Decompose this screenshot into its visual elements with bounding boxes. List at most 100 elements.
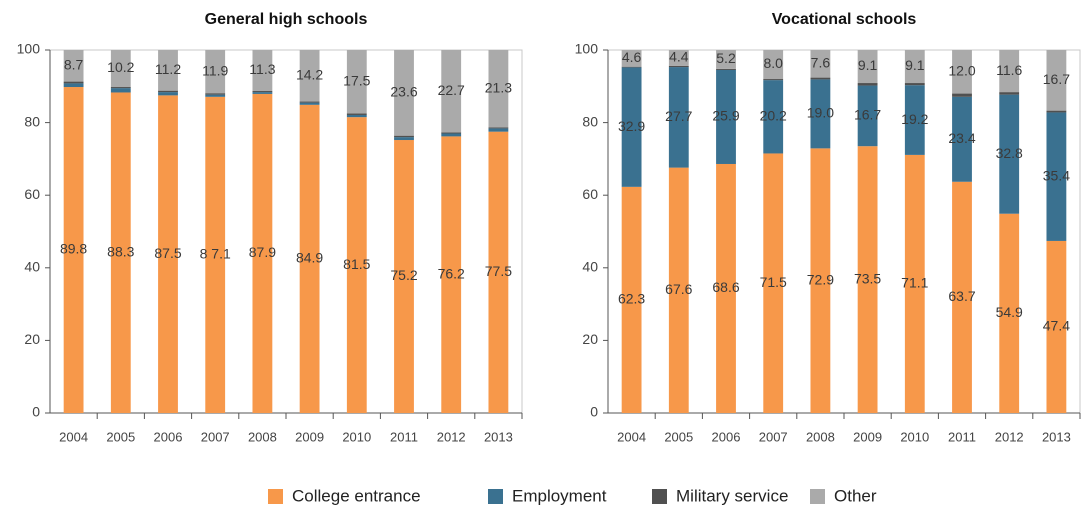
bar-segment — [952, 181, 972, 413]
legend-swatch — [268, 489, 283, 504]
y-tick-label: 40 — [24, 259, 40, 275]
value-label: 72.9 — [807, 271, 834, 287]
x-tick-label: 2004 — [617, 429, 646, 444]
value-label: 32.8 — [996, 145, 1023, 161]
bar-segment — [252, 50, 273, 92]
bar-segment — [158, 95, 178, 413]
y-tick-label: 60 — [582, 186, 598, 202]
bar-segment — [999, 213, 1020, 413]
value-label: 77.5 — [485, 263, 512, 279]
bar-segment — [205, 93, 226, 95]
x-tick-label: 2012 — [995, 429, 1024, 444]
bar-segment — [488, 131, 509, 414]
value-label: 89.8 — [60, 241, 87, 257]
x-tick-label: 2013 — [1042, 429, 1071, 444]
bar-segment — [346, 50, 367, 114]
value-label: 17.5 — [343, 72, 370, 88]
bar-segment — [488, 50, 509, 128]
bar-segment — [488, 128, 509, 132]
bar-segment — [441, 133, 462, 137]
y-tick-label: 60 — [24, 186, 40, 202]
value-label: 19.2 — [901, 111, 928, 127]
value-label: 11.3 — [249, 61, 275, 77]
bar-segment — [110, 88, 131, 93]
value-label: 68.6 — [712, 279, 739, 295]
bar-segment — [63, 81, 84, 84]
x-tick-label: 2011 — [390, 429, 418, 444]
bar-segment — [488, 127, 509, 129]
value-label: 21.3 — [485, 79, 512, 95]
chart-title: Vocational schools — [772, 11, 917, 28]
x-tick-label: 2007 — [201, 429, 230, 444]
bar-segment — [716, 69, 736, 164]
bar-segment — [999, 94, 1020, 214]
y-tick-label: 0 — [590, 404, 598, 420]
bar-segment — [668, 167, 689, 413]
bar-segment — [63, 50, 84, 82]
bar-segment — [252, 91, 273, 93]
value-label: 9.1 — [858, 57, 878, 73]
bar-segment — [441, 132, 462, 134]
value-label: 4.6 — [622, 49, 642, 65]
value-label: 67.6 — [665, 281, 692, 297]
x-tick-label: 2011 — [948, 429, 976, 444]
bar-segment — [904, 85, 925, 155]
legend-label: Military service — [676, 486, 788, 505]
value-label: 47.4 — [1043, 318, 1070, 334]
value-label: 14.2 — [296, 66, 323, 82]
legend-label: Other — [834, 486, 877, 505]
bar-segment — [299, 101, 320, 103]
bar-segment — [1046, 112, 1067, 241]
bar-segment — [904, 83, 925, 86]
bar-segment — [252, 93, 273, 413]
bar-segment — [716, 163, 736, 413]
bar-segment — [668, 67, 689, 168]
bar-segment — [441, 136, 462, 414]
bar-segment — [63, 87, 84, 413]
x-tick-label: 2004 — [59, 429, 88, 444]
bar-segment — [810, 79, 831, 149]
bar-segment — [299, 50, 320, 102]
legend-label: Employment — [512, 486, 607, 505]
x-tick-label: 2006 — [712, 429, 741, 444]
value-label: 16.7 — [854, 107, 881, 123]
value-label: 22.7 — [438, 82, 465, 98]
bar-segment — [952, 96, 972, 182]
value-label: 19.0 — [807, 105, 834, 121]
bar-segment — [394, 137, 414, 141]
value-label: 62.3 — [618, 291, 645, 307]
bar-segment — [621, 66, 642, 68]
value-label: 76.2 — [438, 265, 465, 281]
value-label: 35.4 — [1043, 167, 1070, 183]
bar-segment — [668, 50, 689, 66]
bar-segment — [346, 113, 367, 115]
value-label: 71.5 — [760, 274, 787, 290]
value-label: 11.6 — [996, 62, 1022, 78]
bar-segment — [999, 92, 1020, 95]
y-tick-label: 20 — [24, 331, 40, 347]
value-label: 32.9 — [618, 118, 645, 134]
bar-segment — [299, 102, 320, 105]
bar-segment — [716, 50, 736, 69]
bar-segment — [621, 50, 642, 67]
bar-segment — [1046, 110, 1067, 113]
y-tick-label: 100 — [575, 41, 599, 57]
bar-segment — [952, 50, 972, 94]
bar-segment — [621, 67, 642, 187]
y-tick-label: 80 — [582, 113, 598, 129]
value-label: 9.1 — [905, 57, 925, 73]
bar-segment — [857, 50, 878, 84]
value-label: 87.5 — [154, 245, 181, 261]
y-tick-label: 40 — [582, 259, 598, 275]
legend-swatch — [652, 489, 667, 504]
bar-segment — [110, 50, 131, 88]
value-label: 8.7 — [64, 56, 84, 72]
value-label: 71.1 — [901, 275, 928, 291]
value-label: 84.9 — [296, 250, 323, 266]
value-label: 11.9 — [202, 62, 228, 78]
x-tick-label: 2012 — [437, 429, 466, 444]
bar-segment — [857, 85, 878, 147]
bar-segment — [810, 148, 831, 414]
bar-segment — [716, 68, 736, 70]
